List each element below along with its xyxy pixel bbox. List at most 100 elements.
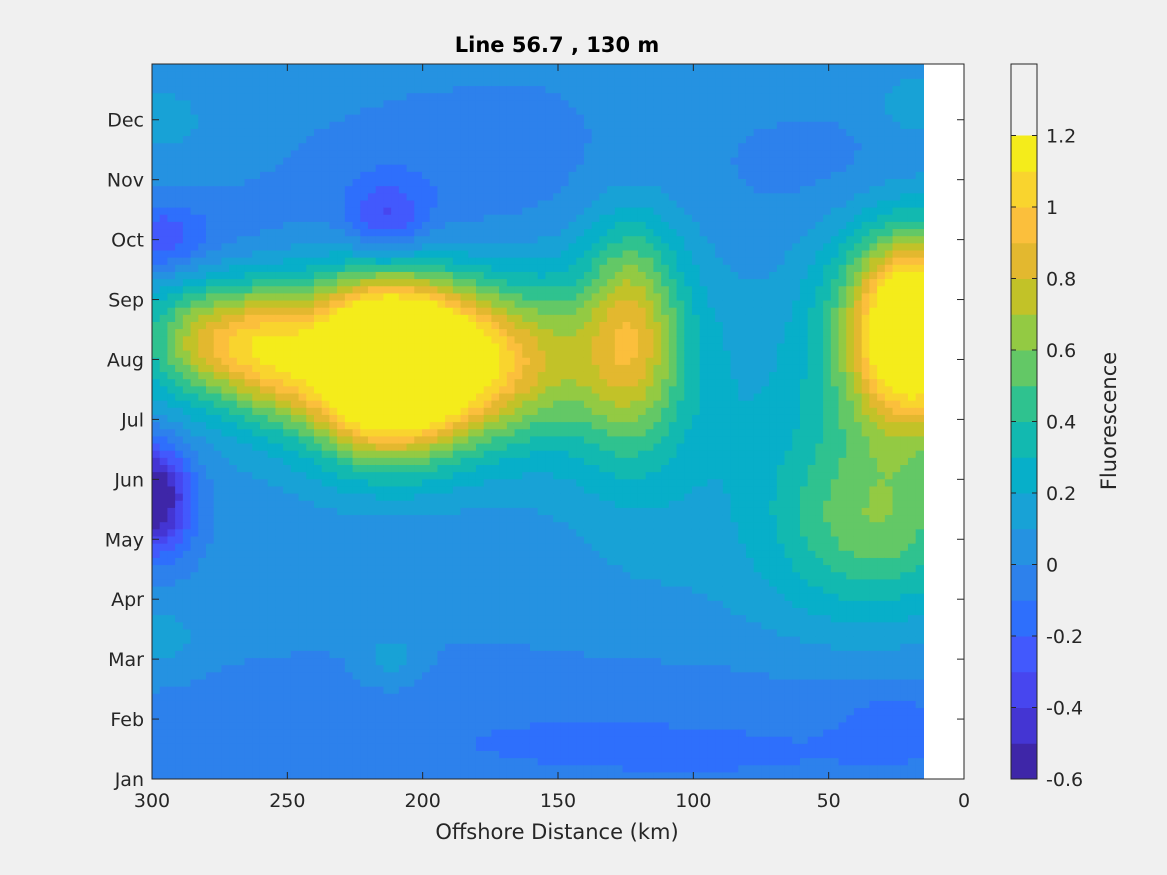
contour-cell bbox=[321, 71, 331, 79]
contour-cell bbox=[506, 543, 516, 551]
contour-cell bbox=[198, 528, 207, 537]
contour-cell bbox=[352, 171, 361, 179]
contour-cell bbox=[529, 628, 539, 637]
contour-cell bbox=[159, 285, 169, 294]
contour-cell bbox=[221, 99, 230, 108]
contour-cell bbox=[522, 321, 531, 330]
contour-cell bbox=[529, 643, 539, 651]
contour-cell bbox=[205, 607, 215, 616]
contour-cell bbox=[167, 514, 176, 523]
contour-cell bbox=[499, 450, 508, 458]
contour-cell bbox=[205, 350, 215, 358]
contour-cell bbox=[429, 128, 439, 137]
contour-cell bbox=[190, 99, 199, 108]
contour-cell bbox=[205, 457, 215, 465]
contour-cell bbox=[175, 207, 184, 215]
contour-cell bbox=[198, 114, 207, 122]
contour-cell bbox=[406, 643, 415, 651]
contour-cell bbox=[152, 485, 161, 494]
contour-cell bbox=[244, 671, 253, 680]
contour-cell bbox=[267, 214, 277, 222]
contour-cell bbox=[360, 471, 369, 480]
contour-cell bbox=[236, 378, 246, 387]
contour-cell bbox=[406, 600, 415, 608]
contour-cell bbox=[275, 543, 284, 551]
contour-cell bbox=[429, 271, 439, 280]
contour-cell bbox=[483, 550, 493, 558]
contour-cell bbox=[313, 114, 323, 122]
contour-cell bbox=[290, 607, 300, 616]
contour-cell bbox=[468, 728, 477, 737]
contour-cell bbox=[352, 493, 361, 501]
contour-cell bbox=[398, 657, 408, 666]
contour-cell bbox=[398, 278, 408, 287]
contour-cell bbox=[306, 421, 315, 430]
contour-cell bbox=[313, 221, 323, 230]
contour-cell bbox=[406, 164, 415, 172]
contour-cell bbox=[175, 128, 184, 137]
contour-cell bbox=[429, 350, 439, 358]
contour-cell bbox=[352, 693, 361, 701]
contour-cell bbox=[352, 264, 361, 272]
contour-cell bbox=[391, 578, 400, 587]
contour-cell bbox=[259, 736, 269, 744]
contour-cell bbox=[159, 228, 169, 237]
contour-cell bbox=[406, 299, 415, 308]
contour-cell bbox=[259, 221, 269, 230]
contour-cell bbox=[375, 528, 385, 537]
contour-cell bbox=[421, 149, 431, 158]
contour-cell bbox=[244, 135, 253, 144]
contour-cell bbox=[213, 600, 223, 608]
contour-cell bbox=[398, 728, 408, 737]
contour-cell bbox=[360, 507, 369, 516]
contour-cell bbox=[275, 214, 284, 222]
contour-cell bbox=[421, 271, 431, 280]
contour-cell bbox=[398, 507, 408, 516]
contour-cell bbox=[190, 450, 199, 458]
contour-cell bbox=[252, 135, 261, 144]
contour-cell bbox=[244, 264, 253, 272]
contour-cell bbox=[337, 271, 346, 280]
contour-cell bbox=[514, 142, 523, 151]
contour-cell bbox=[152, 242, 161, 251]
contour-cell bbox=[290, 621, 300, 630]
contour-cell bbox=[383, 71, 392, 79]
contour-cell bbox=[159, 257, 169, 265]
contour-cell bbox=[398, 228, 408, 237]
contour-cell bbox=[167, 693, 176, 701]
contour-cell bbox=[391, 328, 400, 337]
contour-cell bbox=[205, 342, 215, 351]
contour-cell bbox=[437, 307, 446, 315]
contour-cell bbox=[205, 207, 215, 215]
contour-cell bbox=[229, 521, 238, 530]
contour-cell bbox=[213, 199, 223, 208]
contour-cell bbox=[360, 428, 369, 437]
contour-cell bbox=[236, 128, 246, 137]
contour-cell bbox=[337, 407, 346, 415]
contour-cell bbox=[283, 235, 292, 244]
contour-cell bbox=[236, 350, 246, 358]
contour-cell bbox=[506, 185, 516, 194]
contour-cell bbox=[499, 442, 508, 451]
contour-cell bbox=[506, 421, 516, 430]
contour-cell bbox=[491, 400, 500, 408]
contour-cell bbox=[391, 221, 400, 230]
contour-cell bbox=[452, 321, 462, 330]
contour-cell bbox=[491, 428, 500, 437]
contour-cell bbox=[398, 550, 408, 558]
contour-cell bbox=[514, 264, 523, 272]
contour-cell bbox=[167, 178, 176, 187]
contour-cell bbox=[429, 771, 439, 779]
contour-cell bbox=[383, 135, 392, 144]
contour-cell bbox=[313, 85, 323, 94]
contour-cell bbox=[522, 707, 531, 716]
contour-cell bbox=[483, 435, 493, 444]
contour-cell bbox=[468, 421, 477, 430]
contour-cell bbox=[514, 364, 523, 373]
contour-cell bbox=[406, 607, 415, 616]
contour-cell bbox=[475, 493, 485, 501]
contour-cell bbox=[367, 392, 377, 401]
contour-cell bbox=[344, 535, 354, 544]
contour-cell bbox=[321, 557, 331, 566]
contour-cell bbox=[213, 135, 223, 144]
